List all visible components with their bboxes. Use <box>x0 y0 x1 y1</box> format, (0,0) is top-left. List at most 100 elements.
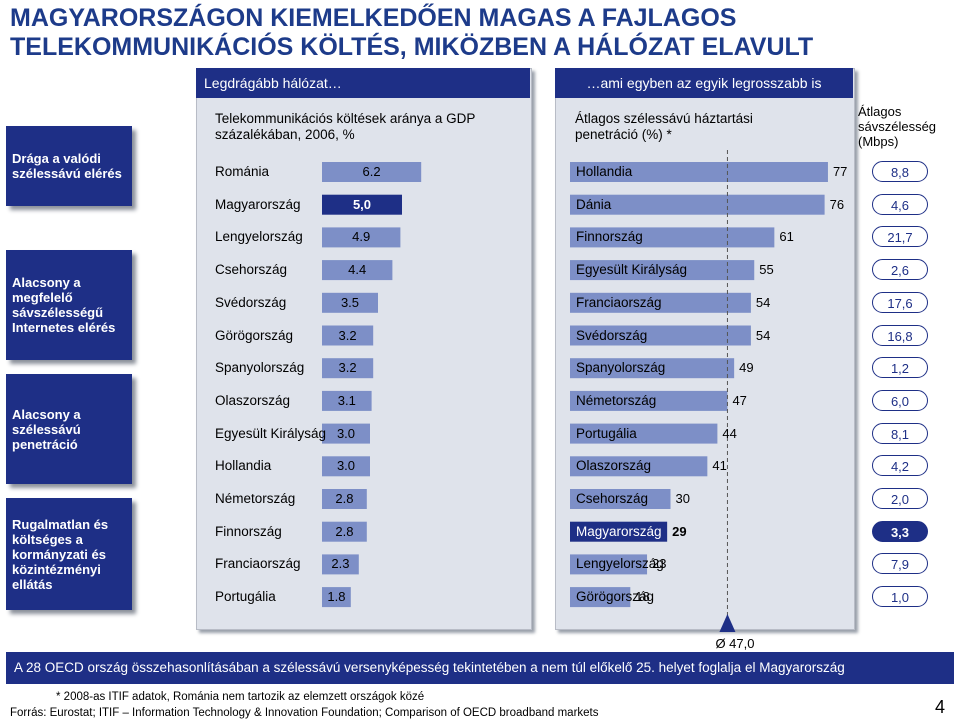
gdp-bar-7 <box>322 390 372 411</box>
left-box-1: Drága a valódi szélessávú elérés <box>6 126 132 206</box>
gdp-bar-3 <box>322 260 393 281</box>
penetration-country-label-7: Németország <box>576 392 657 408</box>
gdp-bar-13 <box>322 587 351 608</box>
penetration-bar-8 <box>570 423 718 444</box>
penetration-country-label-8: Portugália <box>576 425 637 441</box>
penetration-value-label-12: 23 <box>652 556 667 572</box>
gdp-country-label-11: Finnország <box>215 523 282 539</box>
penetration-country-label-11: Magyarország <box>576 523 662 539</box>
penetration-country-label-1: Dánia <box>576 196 612 212</box>
bandwidth-value-4: 17,6 <box>872 291 928 313</box>
gdp-country-label-12: Franciaország <box>215 556 301 572</box>
gdp-value-label-11: 2.8 <box>335 523 354 539</box>
penetration-bar-13 <box>570 587 631 608</box>
gdp-value-label-10: 2.8 <box>335 491 354 506</box>
penetration-value-label-7: 47 <box>732 392 747 408</box>
gdp-country-label-8: Egyesült Királyság <box>215 425 327 441</box>
gdp-value-label-4: 3.5 <box>340 294 360 310</box>
penetration-bar-7 <box>570 390 728 411</box>
gdp-country-label-3: Csehország <box>215 262 288 278</box>
title-line-2: TELEKOMMUNIKÁCIÓS KÖLTÉS, MIKÖZBEN A HÁL… <box>10 33 814 61</box>
penetration-bar-5 <box>570 325 751 346</box>
bandwidth-value-1: 4,6 <box>872 193 928 215</box>
gdp-value-label-1: 5,0 <box>352 196 372 212</box>
bottom-summary-bar: A 28 OECD ország összehasonlításában a s… <box>6 652 954 684</box>
bandwidth-value-13: 1,0 <box>872 586 928 608</box>
left-box-3: Alacsony a szélessávú penetráció <box>6 374 132 484</box>
bandwidth-value-3: 2,6 <box>872 259 928 281</box>
gdp-country-label-4: Svédország <box>215 294 287 310</box>
left-box-2: Alacsony a megfelelő sávszélességű Inter… <box>6 250 132 360</box>
penetration-country-label-3: Egyesült Királyság <box>576 262 688 278</box>
gdp-value-label-0: 6.2 <box>362 164 381 179</box>
penetration-value-label-6: 49 <box>739 360 754 376</box>
bandwidth-value-0: 8,8 <box>872 161 928 182</box>
source: Forrás: Eurostat; ITIF – Information Tec… <box>10 707 599 719</box>
penetration-value-label-11: 29 <box>672 523 687 539</box>
gdp-chart-title: Telekommunikációs költések aránya a GDP … <box>215 111 476 142</box>
bandwidth-value-12: 7,9 <box>872 553 928 575</box>
gdp-country-label-6: Spanyolország <box>215 360 305 376</box>
gdp-value-label-9: 3.0 <box>336 458 356 474</box>
penetration-bar-3 <box>570 260 755 281</box>
left-panel-header: Legdrágább hálózat… <box>196 68 530 98</box>
title-line-1: MAGYARORSZÁGON KIEMELKEDŐEN MAGAS A FAJL… <box>10 4 737 32</box>
penetration-country-label-6: Spanyolország <box>576 360 666 376</box>
penetration-bar-10 <box>570 489 671 509</box>
penetration-country-label-5: Svédország <box>576 327 648 343</box>
gdp-value-label-6: 3.2 <box>338 360 357 376</box>
bandwidth-value-7: 6,0 <box>872 389 928 411</box>
gdp-country-label-10: Németország <box>215 491 296 506</box>
penetration-value-label-4: 54 <box>755 294 771 310</box>
page-title: MAGYARORSZÁGON KIEMELKEDŐEN MAGAS A FAJL… <box>10 4 950 62</box>
gdp-country-label-2: Lengyelország <box>215 229 303 245</box>
penetration-country-label-0: Hollandia <box>576 164 633 179</box>
bandwidth-value-2: 21,7 <box>872 226 928 248</box>
gdp-bar-4 <box>322 292 378 313</box>
gdp-bar-8 <box>322 423 370 444</box>
gdp-value-label-2: 4.9 <box>352 229 371 245</box>
penetration-bar-1 <box>570 194 825 215</box>
penetration-value-label-5: 54 <box>755 327 771 343</box>
penetration-value-label-0: 77 <box>832 164 848 179</box>
gdp-bar-10 <box>322 489 367 509</box>
bandwidth-value-5: 16,8 <box>872 324 928 346</box>
penetration-bar-11 <box>570 521 668 542</box>
penetration-value-label-13: 18 <box>635 589 650 605</box>
gdp-value-label-5: 3.2 <box>338 327 357 343</box>
page-number: 4 <box>935 697 946 717</box>
gdp-value-label-3: 4.4 <box>348 262 367 278</box>
penetration-country-label-13: Görögország <box>576 589 655 605</box>
penetration-bar-4 <box>570 292 751 313</box>
right-panel-header: …ami egyben az egyik legrosszabb is <box>555 68 853 98</box>
penetration-country-label-9: Olaszország <box>576 458 652 474</box>
penetration-value-label-2: 61 <box>779 229 794 245</box>
gdp-bar-5 <box>322 325 374 346</box>
gdp-value-label-13: 1.8 <box>327 589 346 605</box>
left-box-4: Rugalmatlan és költséges a kormányzati é… <box>6 498 132 610</box>
penetration-value-label-3: 55 <box>759 262 774 278</box>
average-marker-icon <box>719 614 736 632</box>
penetration-bar-9 <box>570 456 708 477</box>
gdp-bar-1 <box>322 194 402 215</box>
bandwidth-value-11: 3,3 <box>872 520 928 542</box>
bandwidth-value-10: 2,0 <box>872 488 928 509</box>
gdp-country-label-1: Magyarország <box>215 196 301 212</box>
penetration-chart-title: Átlagos szélessávú háztartási penetráció… <box>575 111 753 142</box>
bandwidth-column-title: Átlagos sávszélesség (Mbps) <box>858 104 937 149</box>
gdp-bar-6 <box>322 358 374 379</box>
gdp-bar-9 <box>322 456 370 477</box>
gdp-value-label-7: 3.1 <box>337 392 356 408</box>
penetration-value-label-9: 41 <box>712 458 727 474</box>
gdp-country-label-0: Románia <box>215 164 270 179</box>
gdp-country-label-13: Portugália <box>215 589 276 605</box>
penetration-bar-12 <box>570 554 648 575</box>
gdp-country-label-9: Hollandia <box>215 458 272 474</box>
penetration-bar-2 <box>570 227 775 248</box>
penetration-country-label-12: Lengyelország <box>576 556 664 572</box>
penetration-value-label-10: 30 <box>675 491 690 506</box>
gdp-bar-0 <box>322 162 422 182</box>
footnote: * 2008-as ITIF adatok, Románia nem tarto… <box>56 691 425 703</box>
penetration-bar-0 <box>570 162 828 182</box>
